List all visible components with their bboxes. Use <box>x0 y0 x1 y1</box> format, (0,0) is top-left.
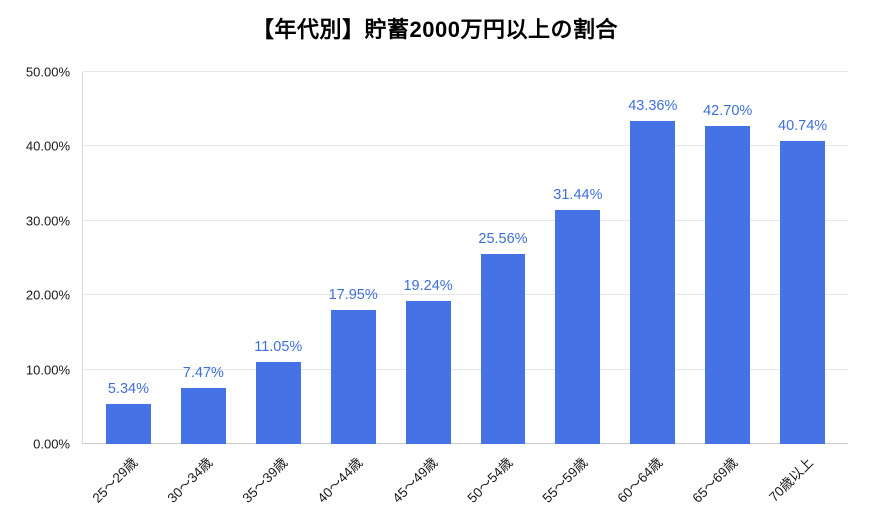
bar <box>705 126 751 444</box>
y-tick-label: 40.00% <box>25 138 70 154</box>
y-tick-label: 0.00% <box>33 436 70 452</box>
bar <box>255 361 301 444</box>
x-tick-label: 30〜34歳 <box>164 454 216 506</box>
bar-slot: 31.44% <box>540 72 615 444</box>
x-tick-label: 45〜49歳 <box>389 454 441 506</box>
y-tick-label: 30.00% <box>25 213 70 229</box>
x-tick-slot: 40〜44歳 <box>315 444 390 532</box>
y-tick-label: 10.00% <box>25 362 70 378</box>
x-tick-label: 70歳以上 <box>766 454 816 505</box>
y-tick-label: 20.00% <box>25 287 70 303</box>
x-tick-slot: 30〜34歳 <box>165 444 240 532</box>
chart-title: 【年代別】貯蓄2000万円以上の割合 <box>252 17 618 42</box>
bar-value-label: 11.05% <box>254 338 303 355</box>
gridline <box>83 71 848 72</box>
y-axis: 0.00% 10.00% 20.00% 30.00% 40.00% 50.00% <box>10 65 82 452</box>
x-tick-slot: 35〜39歳 <box>240 444 315 532</box>
bar-slot: 7.47% <box>166 72 241 444</box>
x-tick-label: 25〜29歳 <box>89 454 141 506</box>
x-tick-slot: 45〜49歳 <box>390 444 465 532</box>
bar-slot: 40.74% <box>765 72 840 444</box>
x-tick-slot: 55〜59歳 <box>540 444 615 532</box>
x-axis-spacer <box>10 444 82 532</box>
bar-value-label: 40.74% <box>778 117 828 134</box>
bar <box>630 121 676 444</box>
bar-value-label: 5.34% <box>107 381 150 398</box>
bar-slot: 5.34% <box>91 72 166 444</box>
gridline <box>83 368 848 370</box>
bar <box>405 300 451 444</box>
plot-area: 5.34% 7.47% 11.05% 17.95% 19.24% 25.56% 31.44%… <box>82 71 848 444</box>
gridline <box>83 443 848 444</box>
x-tick-slot: 50〜54歳 <box>465 444 540 532</box>
x-tick-label: 35〜39歳 <box>239 454 291 506</box>
gridline <box>83 145 848 147</box>
bar-slot: 11.05% <box>241 72 316 444</box>
bar-value-label: 43.36% <box>628 98 678 115</box>
x-tick-slot: 60〜64歳 <box>615 444 690 532</box>
bar-value-label: 17.95% <box>328 287 378 304</box>
x-tick-slot: 25〜29歳 <box>90 444 165 532</box>
x-tick-slot: 65〜69歳 <box>690 444 765 532</box>
x-tick-label: 40〜44歳 <box>314 454 366 506</box>
x-tick-slot: 70歳以上 <box>765 444 840 532</box>
bar-value-label: 31.44% <box>553 187 603 204</box>
bar-slot: 19.24% <box>391 72 466 444</box>
bar <box>105 404 151 444</box>
bar <box>555 210 601 444</box>
bar-slot: 25.56% <box>466 72 541 444</box>
bar <box>180 388 226 444</box>
bar-value-label: 25.56% <box>478 230 528 247</box>
x-tick-label: 50〜54歳 <box>464 454 516 506</box>
gridline <box>83 294 848 296</box>
x-tick-label: 55〜59歳 <box>539 454 591 506</box>
bar-value-label: 42.70% <box>703 103 753 120</box>
bar-value-label: 7.47% <box>182 365 224 382</box>
bar <box>480 253 526 444</box>
x-axis: 25〜29歳 30〜34歳 35〜39歳 40〜44歳 45〜49歳 50〜54歳 55〜5… <box>10 444 848 532</box>
chart-body: 0.00% 10.00% 20.00% 30.00% 40.00% 50.00% 5.34… <box>10 65 848 452</box>
x-axis-labels: 25〜29歳 30〜34歳 35〜39歳 40〜44歳 45〜49歳 50〜54歳 55〜5… <box>82 444 848 532</box>
bar-slot: 43.36% <box>615 72 690 444</box>
x-tick-label: 65〜69歳 <box>689 454 741 506</box>
bar-slot: 42.70% <box>690 72 765 444</box>
bar-slot: 17.95% <box>316 72 391 444</box>
bar-value-label: 19.24% <box>403 277 453 294</box>
bar <box>780 140 826 444</box>
x-tick-label: 60〜64歳 <box>614 454 666 506</box>
gridline <box>83 219 848 221</box>
y-tick-label: 50.00% <box>25 64 70 80</box>
bar <box>330 310 376 444</box>
bars: 5.34% 7.47% 11.05% 17.95% 19.24% 25.56% 31.44%… <box>83 72 848 444</box>
